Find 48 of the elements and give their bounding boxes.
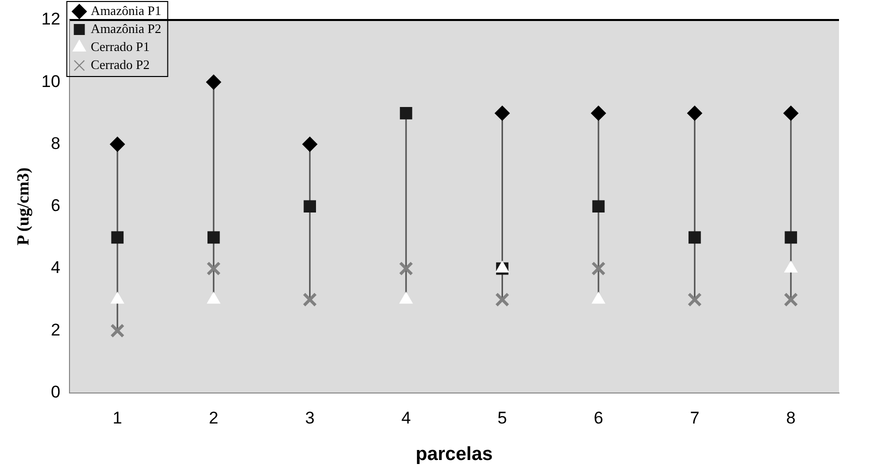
point bbox=[495, 292, 510, 307]
x-tick-label: 4 bbox=[401, 408, 411, 428]
point bbox=[494, 106, 510, 121]
y-tick-label: 12 bbox=[41, 10, 60, 29]
point bbox=[592, 292, 606, 304]
point bbox=[207, 292, 220, 304]
y-axis-title: P (ug/cm3) bbox=[14, 167, 33, 246]
x-tick-label: 3 bbox=[305, 408, 315, 428]
point bbox=[688, 292, 702, 307]
point bbox=[110, 292, 124, 304]
point bbox=[207, 231, 220, 244]
y-tick-label: 2 bbox=[50, 320, 60, 340]
y-tick-label: 10 bbox=[41, 72, 60, 91]
point bbox=[304, 200, 316, 213]
point bbox=[400, 107, 412, 120]
point bbox=[784, 231, 798, 244]
point bbox=[590, 106, 606, 121]
point bbox=[783, 106, 798, 121]
x-tick-label: 5 bbox=[498, 408, 507, 428]
y-tick-label: 8 bbox=[50, 134, 60, 153]
legend-label: Amazônia P2 bbox=[90, 20, 162, 36]
y-tick-label: 4 bbox=[50, 258, 60, 278]
x-tick-label: 8 bbox=[786, 408, 796, 428]
legend-label: Cerrado P1 bbox=[90, 38, 150, 54]
point bbox=[110, 136, 125, 152]
point bbox=[687, 106, 702, 121]
x-tick-label: 1 bbox=[112, 408, 122, 428]
point bbox=[592, 200, 605, 213]
y-tick-label: 6 bbox=[50, 196, 60, 216]
point bbox=[302, 292, 317, 307]
point bbox=[206, 261, 221, 276]
point bbox=[688, 231, 701, 244]
point bbox=[302, 136, 318, 152]
point bbox=[110, 324, 125, 338]
point bbox=[206, 74, 222, 90]
point bbox=[111, 231, 124, 244]
x-tick-label: 2 bbox=[208, 408, 218, 428]
x-tick-label: 6 bbox=[594, 408, 604, 428]
x-axis-title: parcelas bbox=[416, 444, 493, 465]
legend-label: Cerrado P2 bbox=[90, 56, 150, 72]
point bbox=[591, 261, 606, 276]
point bbox=[784, 292, 798, 307]
x-tick-label: 7 bbox=[690, 408, 700, 428]
point bbox=[398, 261, 414, 276]
point bbox=[784, 261, 798, 273]
legend-label: Amazônia P1 bbox=[90, 2, 162, 18]
point bbox=[399, 292, 413, 304]
y-tick-label: 0 bbox=[50, 382, 60, 402]
